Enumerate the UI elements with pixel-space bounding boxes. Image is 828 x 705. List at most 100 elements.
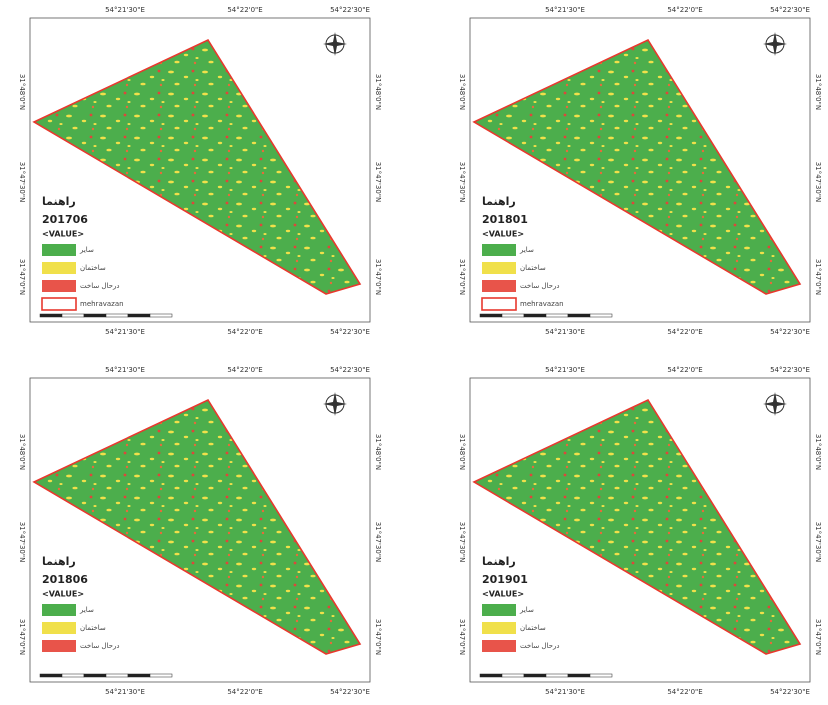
legend-swatch <box>42 262 76 274</box>
scale-bar-segment <box>40 314 62 317</box>
left-coordinate: 31°48'0"N <box>458 74 466 110</box>
scale-bar-segment <box>150 674 172 677</box>
bottom-coordinate: 54°22'30"E <box>770 688 810 696</box>
legend-label: درحال ساخت <box>520 642 559 650</box>
bottom-coordinate: 54°21'30"E <box>105 328 145 336</box>
right-coordinate: 31°48'0"N <box>814 74 822 110</box>
right-coordinate: 31°47'0"N <box>374 259 382 295</box>
left-coordinate: 31°47'30"N <box>458 522 466 563</box>
legend-label: سایر <box>519 246 534 254</box>
legend-label: ساختمان <box>80 624 106 632</box>
legend-value: <VALUE> <box>482 590 524 599</box>
legend-title: راهنما <box>42 555 76 568</box>
left-coordinate: 31°47'0"N <box>18 619 26 655</box>
bottom-coordinate: 54°22'30"E <box>770 328 810 336</box>
legend-swatch <box>482 604 516 616</box>
scale-bar-segment <box>480 674 502 677</box>
legend-swatch <box>482 262 516 274</box>
legend-swatch <box>42 622 76 634</box>
bottom-coordinate: 54°22'0"E <box>227 328 262 336</box>
scale-bar-segment <box>502 674 524 677</box>
top-coordinate: 54°21'30"E <box>105 6 145 14</box>
left-coordinate: 31°47'30"N <box>18 522 26 563</box>
legend-swatch <box>482 244 516 256</box>
scale-bar-segment <box>150 314 172 317</box>
scale-bar <box>40 674 172 677</box>
legend-value: <VALUE> <box>42 230 84 239</box>
scale-bar-segment <box>106 314 128 317</box>
legend-swatch <box>42 280 76 292</box>
legend-swatch <box>482 280 516 292</box>
legend-swatch <box>42 298 76 310</box>
bottom-coordinate: 54°21'30"E <box>545 688 585 696</box>
legend-date: 201706 <box>42 213 88 226</box>
map-panel: 54°21'30"E54°21'30"E54°22'0"E54°22'0"E54… <box>18 366 382 696</box>
legend-label: mehravazan <box>80 300 124 308</box>
legend-label: ساختمان <box>520 264 546 272</box>
legend-date: 201806 <box>42 573 88 586</box>
map-panel: 54°21'30"E 54°21'30"E 54°22'0"E 54°22'0"E 54… <box>458 6 822 336</box>
legend-label: ساختمان <box>520 624 546 632</box>
right-coordinate: 31°47'30"N <box>814 522 822 563</box>
legend-date: 201801 <box>482 213 528 226</box>
top-coordinate: 54°22'30"E <box>770 6 810 14</box>
right-coordinate: 31°48'0"N <box>374 434 382 470</box>
map-panel: 54°21'30"E 54°21'30"E 54°22'0"E 54°22'0"E 54… <box>18 6 382 336</box>
scale-bar-segment <box>502 314 524 317</box>
top-coordinate: 54°22'0"E <box>667 366 702 374</box>
legend-date: 201901 <box>482 573 528 586</box>
top-coordinate: 54°21'30"E <box>545 366 585 374</box>
top-coordinate: 54°21'30"E <box>105 366 145 374</box>
scale-bar-segment <box>106 674 128 677</box>
legend-swatch <box>42 640 76 652</box>
right-coordinate: 31°47'0"N <box>374 619 382 655</box>
scale-bar-segment <box>546 674 568 677</box>
right-coordinate: 31°47'0"N <box>814 259 822 295</box>
legend-label: درحال ساخت <box>520 282 559 290</box>
bottom-coordinate: 54°22'0"E <box>667 688 702 696</box>
legend-swatch <box>482 622 516 634</box>
scale-bar-segment <box>84 674 106 677</box>
left-coordinate: 31°47'30"N <box>458 162 466 203</box>
left-coordinate: 31°47'0"N <box>18 259 26 295</box>
right-coordinate: 31°48'0"N <box>814 434 822 470</box>
legend-label: درحال ساخت <box>80 642 119 650</box>
scale-bar-segment <box>128 314 150 317</box>
scale-bar-segment <box>62 314 84 317</box>
bottom-coordinate: 54°22'30"E <box>330 328 370 336</box>
bottom-coordinate: 54°21'30"E <box>545 328 585 336</box>
top-coordinate: 54°22'0"E <box>227 366 262 374</box>
scale-bar-segment <box>590 314 612 317</box>
legend-title: راهنما <box>42 195 76 208</box>
top-coordinate: 54°22'0"E <box>227 6 262 14</box>
scale-bar-segment <box>128 674 150 677</box>
right-coordinate: 31°48'0"N <box>374 74 382 110</box>
bottom-coordinate: 54°22'0"E <box>667 328 702 336</box>
scale-bar <box>480 314 612 317</box>
scale-bar-segment <box>480 314 502 317</box>
scale-bar <box>480 674 612 677</box>
left-coordinate: 31°47'0"N <box>458 619 466 655</box>
scale-bar-segment <box>62 674 84 677</box>
scale-bar-segment <box>568 314 590 317</box>
left-coordinate: 31°48'0"N <box>18 74 26 110</box>
left-coordinate: 31°47'30"N <box>18 162 26 203</box>
right-coordinate: 31°47'30"N <box>814 162 822 203</box>
right-coordinate: 31°47'30"N <box>374 522 382 563</box>
bottom-coordinate: 54°21'30"E <box>105 688 145 696</box>
top-coordinate: 54°21'30"E <box>545 6 585 14</box>
left-coordinate: 31°48'0"N <box>458 434 466 470</box>
legend-value: <VALUE> <box>482 230 524 239</box>
scale-bar-segment <box>590 674 612 677</box>
legend-title: راهنما <box>482 195 516 208</box>
legend-label: سایر <box>519 606 534 614</box>
legend-value: <VALUE> <box>42 590 84 599</box>
map-panel: 54°21'30"E 54°21'30"E 54°22'0"E 54°22'0"E 54… <box>458 366 822 696</box>
legend-swatch <box>482 640 516 652</box>
right-coordinate: 31°47'0"N <box>814 619 822 655</box>
top-coordinate: 54°22'30"E <box>770 366 810 374</box>
scale-bar-segment <box>84 314 106 317</box>
scale-bar-segment <box>546 314 568 317</box>
top-coordinate: 54°22'0"E <box>667 6 702 14</box>
legend-label: سایر <box>79 606 94 614</box>
